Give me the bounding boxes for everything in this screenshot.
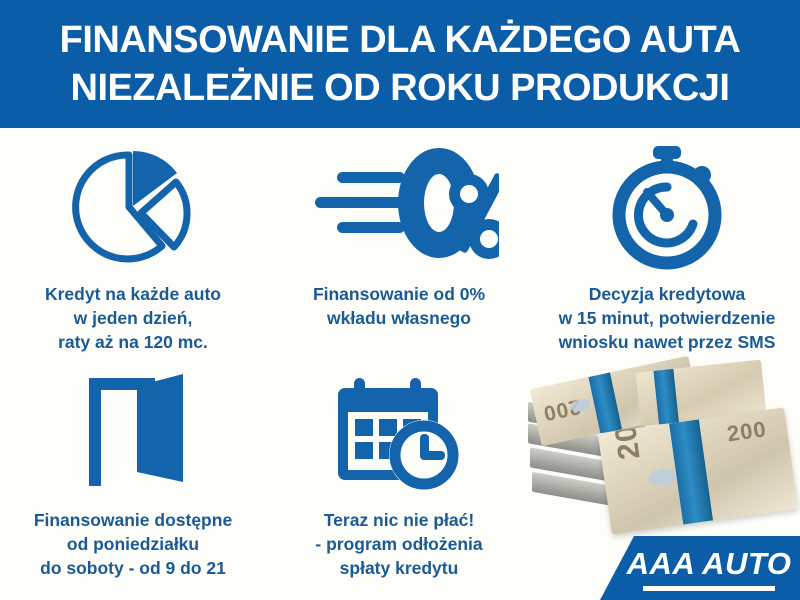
note-band — [669, 419, 714, 525]
feature-caption: Finansowanie dostępne od poniedziałku do… — [33, 510, 233, 578]
logo-text: AAA AUTO — [626, 545, 792, 581]
note-hologram — [647, 467, 678, 487]
banner-header: FINANSOWANIE DLA KAŻDEGO AUTA NIEZALEŻNI… — [0, 0, 800, 128]
calendar-clock-icon — [334, 362, 464, 502]
feature-caption: Decyzja kredytowa w 15 minut, potwierdze… — [558, 284, 776, 352]
zero-percent-icon — [299, 136, 499, 276]
aaa-auto-logo[interactable]: AAA AUTO — [600, 536, 800, 600]
banknote-bundles-photo: 200 200 200 — [520, 355, 800, 535]
headline-line-2: NIEZALEŻNIE OD ROKU PRODUKCJI — [70, 67, 730, 109]
note-denomination: 200 — [725, 416, 769, 447]
pie-chart-icon — [70, 136, 196, 276]
headline-line-1: FINANSOWANIE DLA KAŻDEGO AUTA — [59, 19, 741, 61]
note-band — [588, 372, 623, 434]
feature-caption: Kredyt na każde auto w jeden dzień, raty… — [44, 284, 222, 352]
note-band — [653, 368, 679, 425]
feature-item-decision-time: Decyzja kredytowa w 15 minut, potwierdze… — [534, 136, 800, 368]
feature-item-deferred-payment: Teraz nic nie płać! - program odłożenia … — [266, 362, 532, 592]
stopwatch-icon — [603, 136, 731, 276]
feature-caption: Finansowanie od 0% wkładu własnego — [312, 284, 486, 328]
feature-caption: Teraz nic nie płać! - program odłożenia … — [315, 510, 483, 578]
open-door-icon — [71, 362, 195, 502]
feature-grid: Kredyt na każde auto w jeden dzień, raty… — [0, 128, 800, 600]
feature-item-credit: Kredyt na każde auto w jeden dzień, raty… — [0, 136, 266, 368]
feature-item-zero-percent: Finansowanie od 0% wkładu własnego — [266, 136, 532, 368]
logo-underline — [643, 585, 775, 591]
feature-item-opening-hours: Finansowanie dostępne od poniedziałku do… — [0, 362, 266, 592]
